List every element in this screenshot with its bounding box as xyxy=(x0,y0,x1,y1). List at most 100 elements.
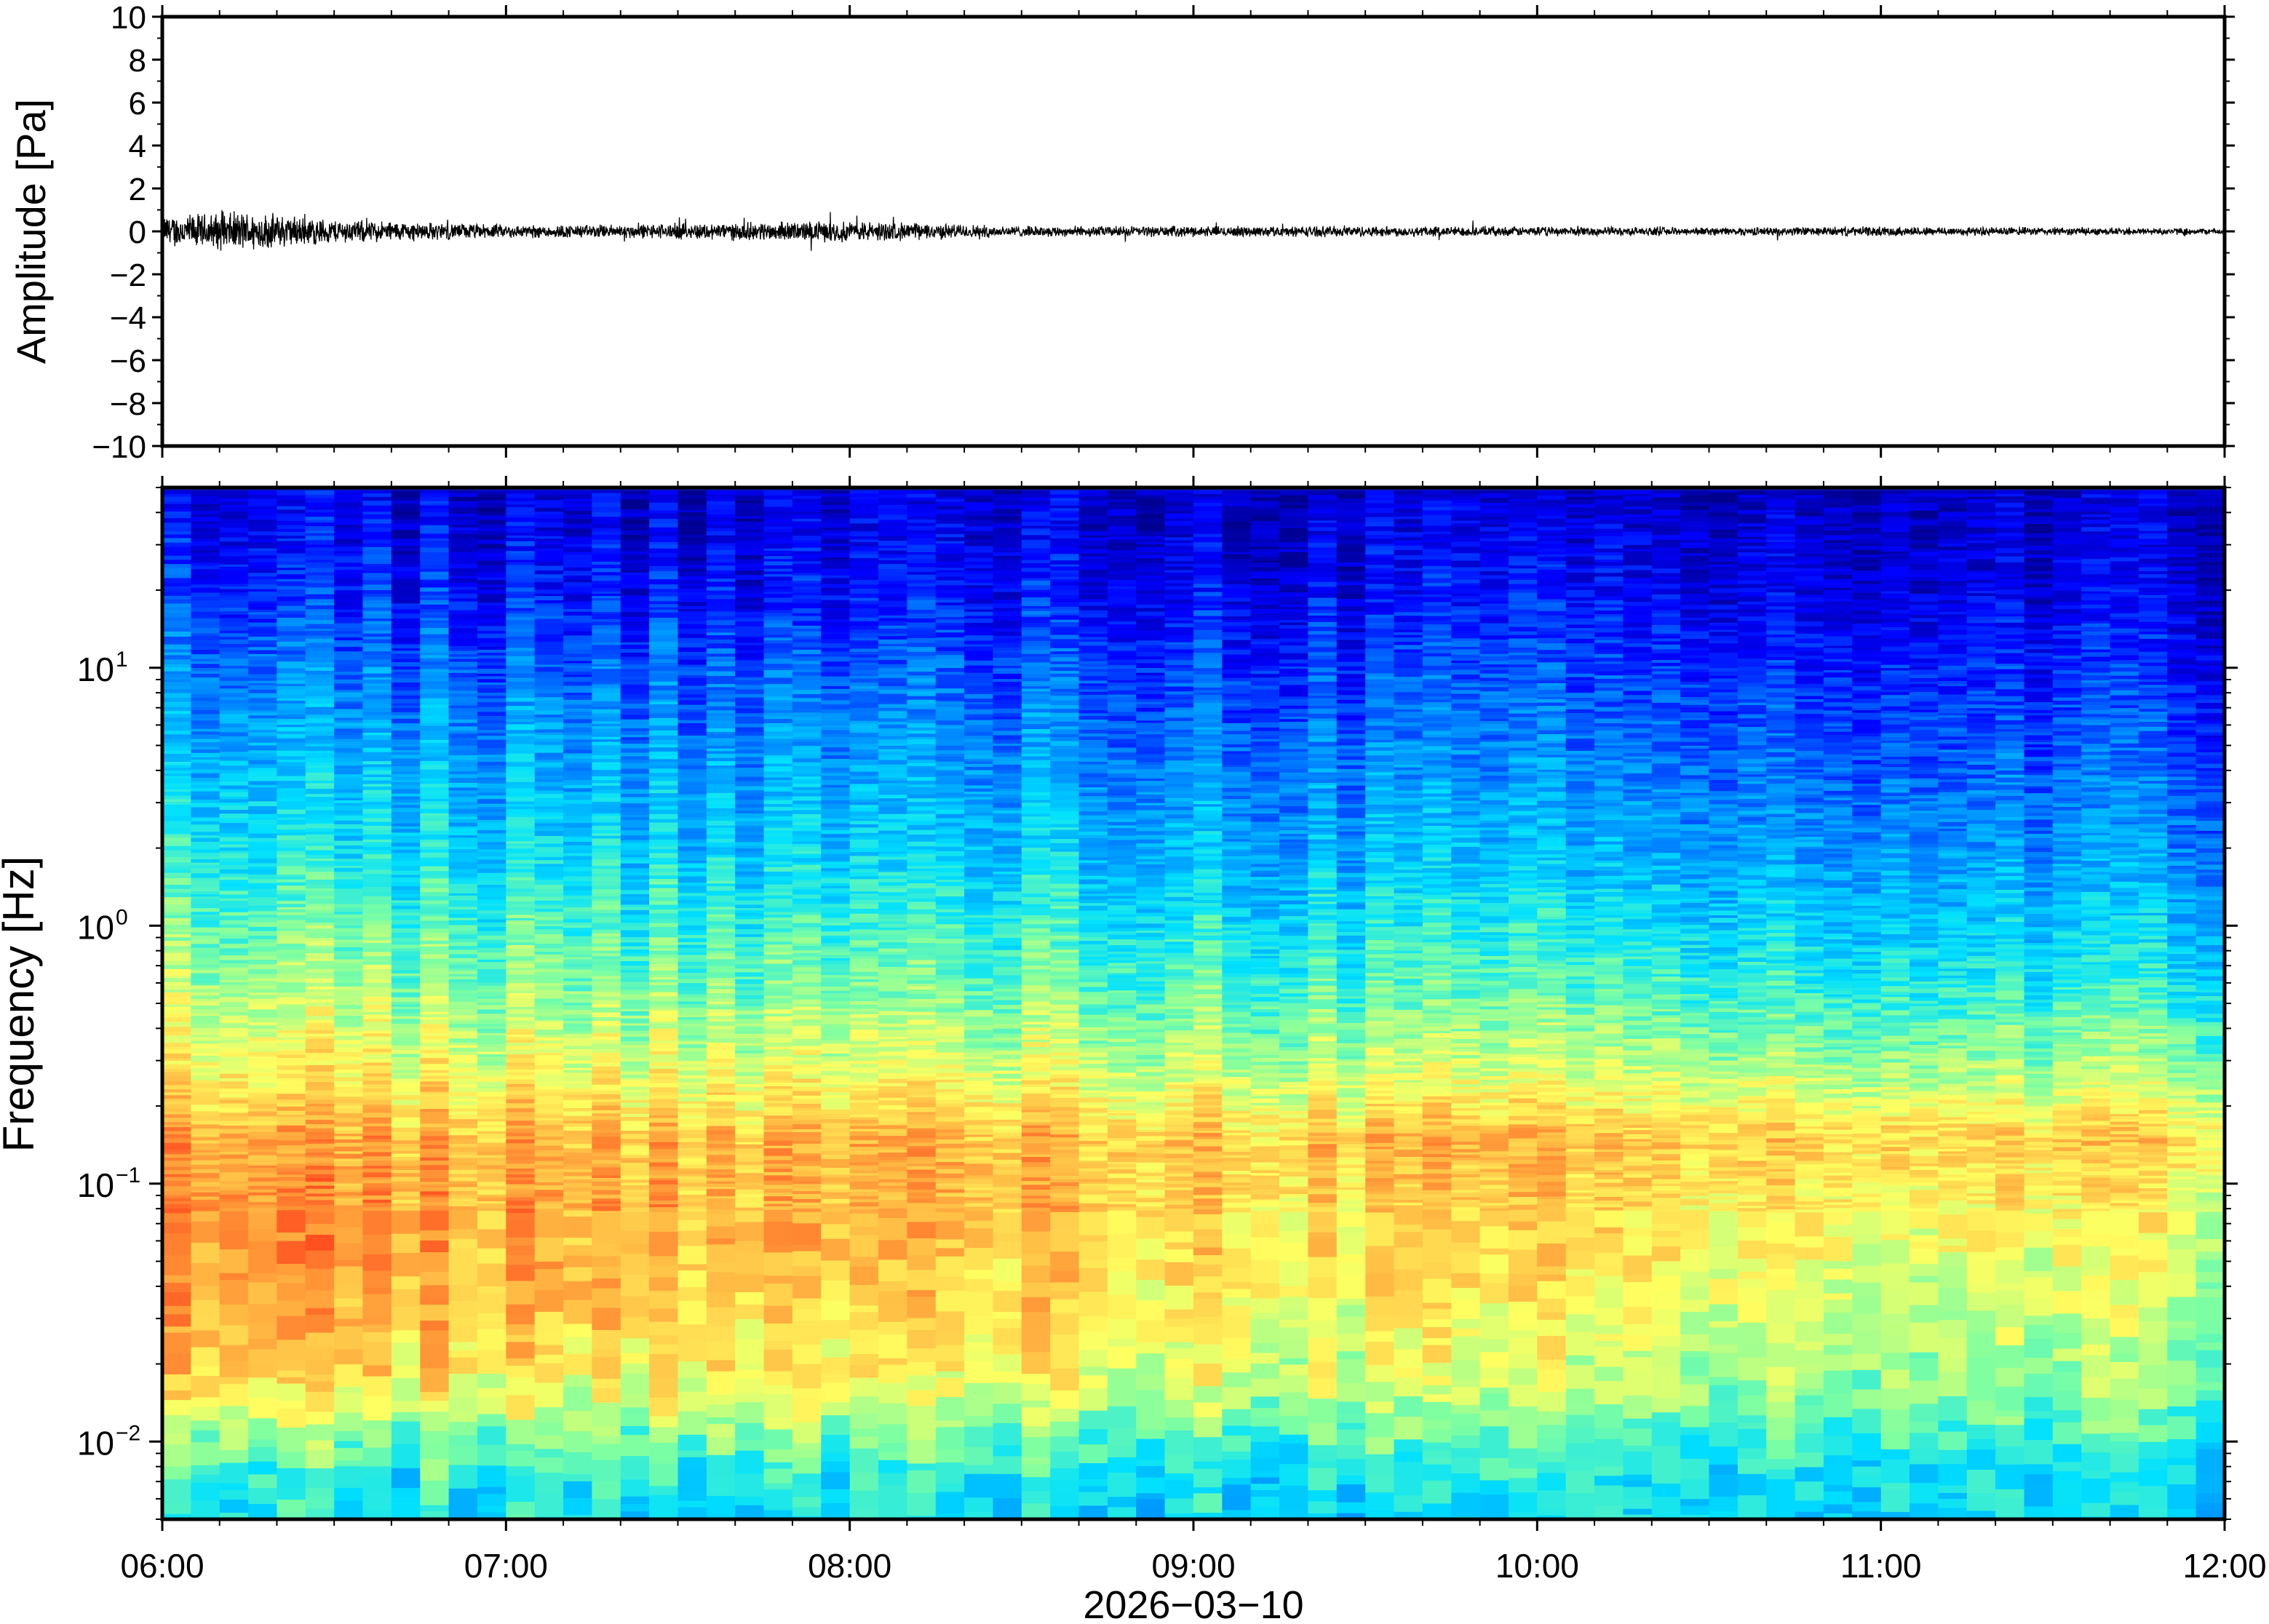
spectrogram-cell xyxy=(305,612,335,616)
spectrogram-cell xyxy=(592,909,621,914)
spectrogram-cell xyxy=(191,757,220,760)
spectrogram-cell xyxy=(362,626,392,632)
spectrogram-cell xyxy=(477,1119,507,1122)
spectrogram-cell xyxy=(477,922,507,926)
spectrogram-cell xyxy=(677,651,707,656)
spectrogram-cell xyxy=(277,503,306,507)
spectrogram-cell xyxy=(677,664,707,668)
spectrogram-cell xyxy=(649,1291,679,1310)
spectrogram-cell xyxy=(649,570,679,576)
spectrogram-cell xyxy=(448,1011,478,1016)
spectrogram-cell xyxy=(420,1096,450,1101)
spectrogram-cell xyxy=(706,983,736,987)
spectrogram-cell xyxy=(677,1064,707,1068)
spectrogram-cell xyxy=(592,1402,621,1427)
spectrogram-cell xyxy=(563,1163,593,1167)
spectrogram-cell xyxy=(420,490,450,494)
spectrogram-cell xyxy=(763,1103,793,1107)
spectrogram-cell xyxy=(763,791,793,797)
spectrogram-cell xyxy=(277,897,306,901)
spectrogram-cell xyxy=(620,524,650,528)
spectrogram-cell xyxy=(649,789,679,794)
spectrogram-cell xyxy=(162,946,192,950)
spectrogram-cell xyxy=(649,502,679,506)
spectrogram-cell xyxy=(334,1307,364,1320)
spectrogram-cell xyxy=(706,928,736,933)
spectrogram-cell xyxy=(162,990,192,993)
spectrogram-cell xyxy=(277,698,306,701)
spectrogram-cell xyxy=(391,1206,421,1211)
spectrogram-cell xyxy=(248,981,278,986)
spectrogram-cell xyxy=(162,918,192,922)
spectrogram-cell xyxy=(763,553,793,557)
spectrogram-cell xyxy=(506,727,536,731)
spectrogram-cell xyxy=(506,1020,536,1025)
spectrogram-cell xyxy=(477,573,507,578)
spectrogram-cell xyxy=(334,931,364,937)
spectrogram-cell xyxy=(506,546,536,552)
spectrogram-cell xyxy=(420,752,450,757)
spectrogram-cell xyxy=(448,681,478,687)
spectrogram-cell xyxy=(334,1146,364,1153)
spectrogram-cell xyxy=(334,803,364,806)
spectrogram-cell xyxy=(248,558,278,563)
spectrogram-cell xyxy=(620,527,650,531)
spectrogram-cell xyxy=(219,898,249,901)
spectrogram-cell xyxy=(649,1108,679,1111)
spectrogram-cell xyxy=(162,992,192,998)
spectrogram-cell xyxy=(735,1064,765,1068)
spectrogram-cell xyxy=(219,710,249,715)
spectrogram-cell xyxy=(677,808,707,813)
spectrogram-cell xyxy=(592,877,621,882)
spectrogram-cell xyxy=(448,1091,478,1097)
spectrogram-cell xyxy=(735,680,765,685)
spectrogram-cell xyxy=(677,595,707,600)
spectrogram-cell xyxy=(248,1125,278,1131)
spectrogram-cell xyxy=(477,1186,507,1190)
spectrogram-cell xyxy=(277,947,306,950)
spectrogram-cell xyxy=(477,1190,507,1195)
spectrogram-cell xyxy=(191,1137,220,1141)
spectrogram-cell xyxy=(677,709,707,713)
spectrogram-cell xyxy=(191,503,220,508)
spectrogram-cell xyxy=(763,771,793,776)
spectrogram-cell xyxy=(706,1360,736,1372)
spectrogram-cell xyxy=(448,931,478,935)
spectrogram-cell xyxy=(620,494,650,500)
spectrogram-cell xyxy=(649,498,679,503)
spectrogram-cell xyxy=(534,616,564,620)
spectrogram-cell xyxy=(592,637,621,643)
spectrogram-cell xyxy=(649,1166,679,1171)
spectrogram-cell xyxy=(592,896,621,899)
spectrogram-cell xyxy=(162,776,192,779)
spectrogram-cell xyxy=(277,1153,306,1158)
spectrogram-cell xyxy=(162,929,192,933)
spectrogram-cell xyxy=(563,867,593,872)
spectrogram-cell xyxy=(677,868,707,872)
spectrogram-cell xyxy=(248,824,278,829)
spectrogram-cell xyxy=(248,647,278,651)
spectrogram-cell xyxy=(391,1127,421,1133)
spectrogram-cell xyxy=(162,1374,192,1391)
spectrogram-cell xyxy=(592,862,621,867)
spectrogram-cell xyxy=(248,998,278,1003)
spectrogram-cell xyxy=(534,1196,564,1202)
spectrogram-cell xyxy=(706,816,736,821)
spectrogram-cell xyxy=(391,1041,421,1046)
spectrogram-cell xyxy=(305,624,335,629)
spectrogram-cell xyxy=(735,506,765,510)
spectrogram-cell xyxy=(620,1057,650,1062)
spectrogram-cell xyxy=(391,805,421,808)
spectrogram-cell xyxy=(448,1229,478,1240)
spectrogram-cell xyxy=(191,1083,220,1089)
spectrogram-cell xyxy=(191,924,220,928)
spectrogram-cell xyxy=(362,1036,392,1042)
spectrogram-cell xyxy=(248,1377,278,1398)
spectrogram-cell xyxy=(391,538,421,544)
spectrogram-cell xyxy=(391,586,421,591)
spectrogram-cell xyxy=(391,997,421,1003)
spectrogram-cell xyxy=(420,1459,450,1481)
spectrogram-cell xyxy=(677,1209,707,1212)
spectrogram-cell xyxy=(592,1057,621,1062)
spectrogram-cell xyxy=(677,592,707,597)
